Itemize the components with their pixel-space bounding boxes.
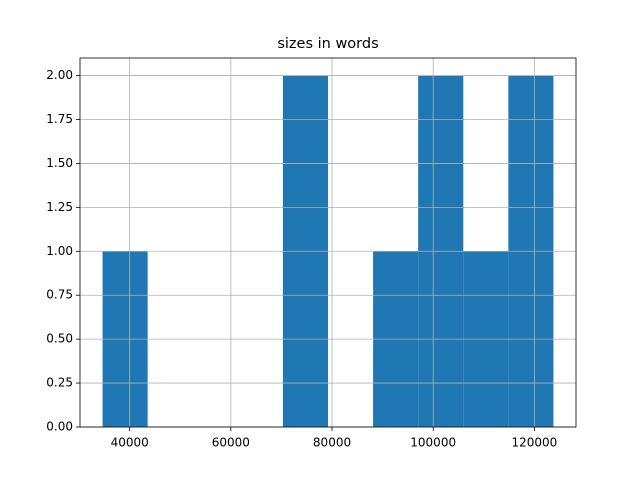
y-tick-label: 1.75 <box>46 112 73 126</box>
y-tick-label: 1.25 <box>46 200 73 214</box>
x-tick-label: 60000 <box>212 436 250 450</box>
y-tick-label: 0.50 <box>46 332 73 346</box>
x-tick-label: 80000 <box>313 436 351 450</box>
x-tick-label: 100000 <box>410 436 456 450</box>
y-tick-label: 0.00 <box>46 420 73 434</box>
y-tick-label: 1.50 <box>46 156 73 170</box>
x-tick-label: 120000 <box>511 436 557 450</box>
plot-frame <box>79 57 577 428</box>
y-tick-label: 1.00 <box>46 244 73 258</box>
y-tick-label: 2.00 <box>46 68 73 82</box>
y-tick-label: 0.25 <box>46 376 73 390</box>
y-tick-label: 0.75 <box>46 288 73 302</box>
chart-title: sizes in words <box>277 36 378 52</box>
x-tick-label: 40000 <box>111 436 149 450</box>
